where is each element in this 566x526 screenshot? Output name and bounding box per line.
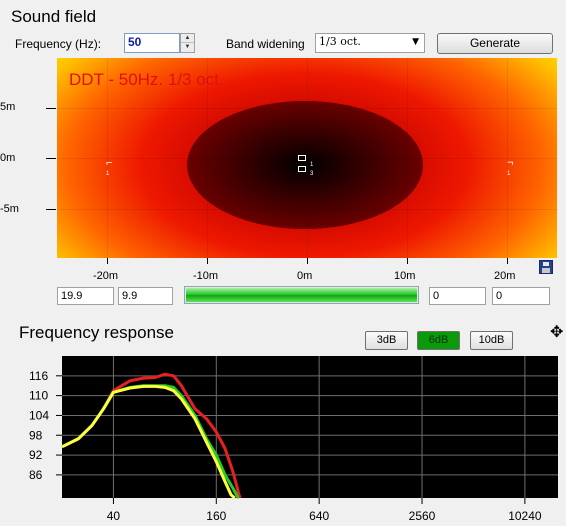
frequency-spinner[interactable]: ▲ ▼ [180,33,195,53]
frequency-response-title: Frequency response [19,323,174,342]
frequency-response-chart: 116 110 104 98 92 86 40 160 640 2560 10240 [29,356,558,523]
grid-line [57,108,557,109]
y-tick-mark [46,158,56,159]
sound-field-overlay-text: DDT - 50Hz. 1/3 oct. [69,70,224,89]
x-tick-label: 2560 [409,509,436,523]
generate-button[interactable]: Generate [437,33,553,54]
scale-3db-button[interactable]: 3dB [365,331,408,350]
chevron-down-icon: ▼ [412,37,419,47]
x-tick-label: -10m [193,270,219,282]
x-tick-label: 10240 [508,509,542,523]
y-tick-label: 0m [0,152,16,164]
progress-bar [184,286,419,304]
x-tick-label: 40 [107,509,121,523]
band-widening-value: 1/3 oct. [319,35,361,48]
y-tick-label: 98 [29,428,43,442]
source-label: 3 [310,171,314,177]
y-tick-label: 92 [29,448,43,462]
spin-up-icon[interactable]: ▲ [181,34,194,43]
sound-field-title: Sound field [11,7,97,26]
x-tick-mark [307,258,308,264]
frequency-input[interactable]: 50 [124,33,180,53]
y-tick-label: -5m [0,203,19,215]
grid-line [407,58,408,258]
source-label: 1 [310,162,314,168]
x-tick-label: 0m [297,270,313,282]
y-tick-label: 86 [29,468,43,482]
x-tick-label: -20m [93,270,119,282]
field-b[interactable]: 9.9 [118,287,173,305]
series-line-yellow [61,384,236,500]
frequency-label: Frequency (Hz): [15,37,102,51]
x-tick-mark [207,258,208,264]
progress-fill [186,288,417,302]
source-marker[interactable] [298,155,306,161]
x-tick-mark [407,258,408,264]
y-tick-mark [46,108,56,109]
right-speaker-icon[interactable]: ¬ 1 [507,157,514,178]
save-icon[interactable] [539,260,553,274]
band-widening-select[interactable]: 1/3 oct. ▼ [315,33,425,53]
field-c[interactable]: 0 [429,287,486,305]
grid-line [57,158,557,159]
x-tick-label: 640 [309,509,329,523]
scale-10db-button[interactable]: 10dB [470,331,513,350]
x-tick-label: 160 [206,509,226,523]
grid-line [507,58,508,258]
y-tick-label: 116 [29,369,48,383]
y-tick-label: 104 [29,408,49,422]
x-tick-mark [507,258,508,264]
sound-field-heatmap[interactable]: DDT - 50Hz. 1/3 oct. ⌐ 1 ¬ 1 1 3 [57,58,557,258]
spin-down-icon[interactable]: ▼ [184,44,191,50]
source-marker[interactable] [298,166,306,172]
grid-line [307,58,308,258]
x-tick-mark [107,258,108,264]
move-icon[interactable]: ✥ [550,324,564,341]
y-tick-mark [46,209,56,210]
scale-6db-button[interactable]: 6dB [417,331,460,350]
left-speaker-icon[interactable]: ⌐ 1 [106,157,113,178]
band-widening-label: Band widening [226,37,305,51]
grid-line [57,209,557,210]
x-tick-label: 10m [394,270,416,282]
x-tick-label: 20m [494,270,516,282]
field-d[interactable]: 0 [492,287,550,305]
grid-line [107,58,108,258]
field-a[interactable]: 19.9 [57,287,114,305]
y-tick-label: 5m [0,101,16,113]
plot-background [62,356,558,498]
y-tick-label: 110 [29,389,48,403]
grid-line [207,58,208,258]
